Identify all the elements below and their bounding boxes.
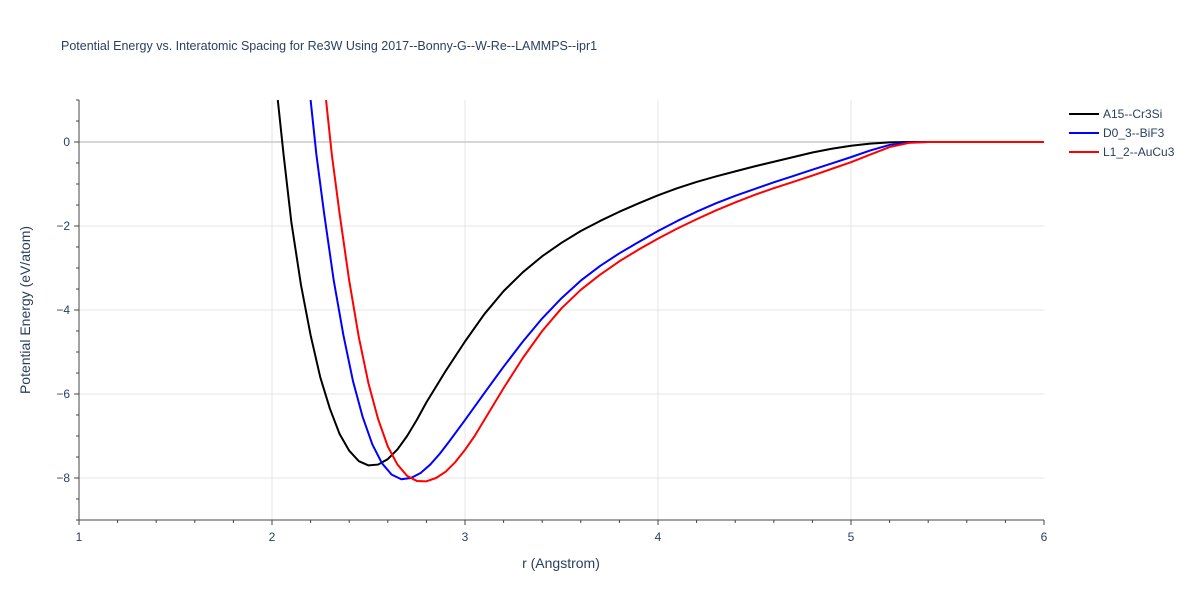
grid: [79, 100, 1044, 520]
y-tick-label: 0: [63, 135, 70, 149]
y-tick-label: −8: [56, 471, 70, 485]
x-tick-label: 6: [1041, 530, 1048, 544]
axes: [74, 99, 1045, 525]
legend-label: A15--Cr3Si: [1103, 107, 1162, 121]
y-axis-title: Potential Energy (eV/atom): [17, 226, 33, 394]
y-tick-label: −2: [56, 219, 70, 233]
series-line-2: [325, 100, 1044, 483]
legend: A15--Cr3Si D0_3--BiF3 L1_2--AuCu3: [1069, 107, 1175, 159]
x-tick-label: 1: [76, 530, 83, 544]
legend-label: D0_3--BiF3: [1103, 126, 1165, 140]
x-tick-label: 5: [848, 530, 855, 544]
chart-title: Potential Energy vs. Interatomic Spacing…: [61, 39, 597, 53]
y-tick-label: −4: [56, 303, 70, 317]
x-tick-label: 4: [655, 530, 662, 544]
x-tick-label: 2: [269, 530, 276, 544]
plot-lines: [276, 100, 1044, 483]
legend-label: L1_2--AuCu3: [1103, 145, 1175, 159]
x-tick-label: 3: [462, 530, 469, 544]
x-axis-title: r (Angstrom): [522, 555, 600, 571]
series-line-0: [276, 100, 1044, 467]
tick-labels: 1 2 3 4 5 6 0 −2 −4 −6 −8: [56, 135, 1047, 544]
y-tick-label: −6: [56, 387, 70, 401]
series-line-1: [309, 100, 1044, 481]
